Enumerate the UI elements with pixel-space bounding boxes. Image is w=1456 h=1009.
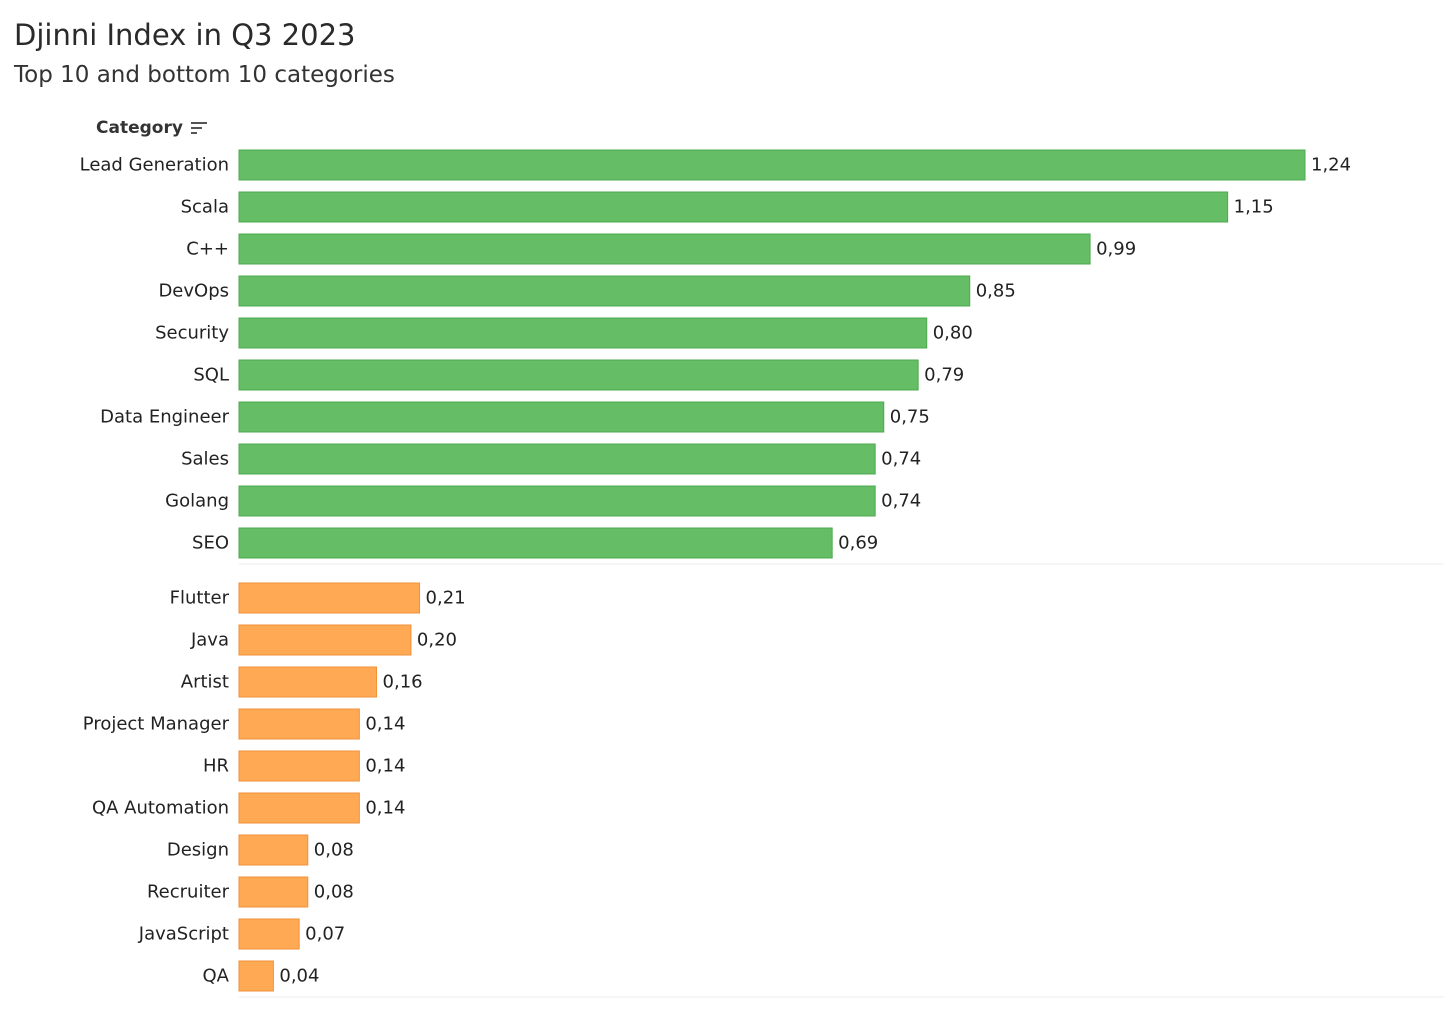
category-label: Design bbox=[167, 840, 229, 861]
bar[interactable] bbox=[238, 708, 360, 740]
category-label: Lead Generation bbox=[80, 155, 229, 176]
category-label: QA bbox=[203, 966, 230, 987]
category-label: SQL bbox=[193, 365, 229, 386]
category-label: Artist bbox=[181, 672, 229, 693]
category-label: JavaScript bbox=[138, 924, 229, 945]
value-label: 1,15 bbox=[1234, 197, 1274, 218]
bar[interactable] bbox=[238, 666, 378, 698]
bar[interactable] bbox=[238, 960, 274, 992]
category-label: Project Manager bbox=[83, 714, 230, 735]
value-label: 0,14 bbox=[365, 714, 405, 735]
bar[interactable] bbox=[238, 401, 885, 433]
bar[interactable] bbox=[238, 485, 876, 517]
bar[interactable] bbox=[238, 834, 309, 866]
category-label: Security bbox=[155, 323, 229, 344]
category-label: HR bbox=[203, 756, 229, 777]
sort-descending-icon[interactable] bbox=[190, 120, 208, 136]
category-label: DevOps bbox=[158, 281, 229, 302]
value-label: 0,80 bbox=[933, 323, 973, 344]
value-label: 0,08 bbox=[314, 882, 354, 903]
value-label: 0,14 bbox=[365, 756, 405, 777]
value-label: 0,04 bbox=[279, 966, 319, 987]
category-label: Flutter bbox=[170, 588, 230, 609]
value-label: 0,85 bbox=[976, 281, 1016, 302]
bar[interactable] bbox=[238, 527, 833, 559]
bar[interactable] bbox=[238, 876, 309, 908]
category-label: QA Automation bbox=[92, 798, 229, 819]
category-header-label: Category bbox=[96, 118, 183, 138]
value-label: 0,69 bbox=[838, 533, 878, 554]
category-label: Golang bbox=[165, 491, 229, 512]
value-label: 0,16 bbox=[383, 672, 423, 693]
value-label: 0,74 bbox=[881, 449, 921, 470]
value-label: 0,21 bbox=[426, 588, 466, 609]
category-label: C++ bbox=[186, 239, 229, 260]
bar[interactable] bbox=[238, 317, 928, 349]
value-label: 0,08 bbox=[314, 840, 354, 861]
bar[interactable] bbox=[238, 149, 1306, 181]
category-label: SEO bbox=[192, 533, 229, 554]
bar[interactable] bbox=[238, 191, 1229, 223]
category-label: Sales bbox=[181, 449, 229, 470]
value-label: 0,75 bbox=[890, 407, 930, 428]
bar[interactable] bbox=[238, 275, 971, 307]
category-label: Scala bbox=[181, 197, 229, 218]
value-label: 0,74 bbox=[881, 491, 921, 512]
category-label: Recruiter bbox=[147, 882, 230, 903]
bar[interactable] bbox=[238, 582, 421, 614]
value-label: 1,24 bbox=[1311, 155, 1351, 176]
bar[interactable] bbox=[238, 792, 360, 824]
bar[interactable] bbox=[238, 233, 1091, 265]
value-label: 0,07 bbox=[305, 924, 345, 945]
value-label: 0,20 bbox=[417, 630, 457, 651]
bar[interactable] bbox=[238, 624, 412, 656]
bar[interactable] bbox=[238, 443, 876, 475]
chart-title: Djinni Index in Q3 2023 bbox=[14, 18, 356, 52]
bar[interactable] bbox=[238, 359, 919, 391]
bar[interactable] bbox=[238, 918, 300, 950]
chart-subtitle: Top 10 and bottom 10 categories bbox=[14, 62, 395, 88]
value-label: 0,79 bbox=[924, 365, 964, 386]
category-label: Data Engineer bbox=[100, 407, 229, 428]
category-column-header[interactable]: Category bbox=[96, 118, 208, 138]
bar[interactable] bbox=[238, 750, 360, 782]
value-label: 0,99 bbox=[1096, 239, 1136, 260]
category-label: Java bbox=[190, 630, 229, 651]
value-label: 0,14 bbox=[365, 798, 405, 819]
